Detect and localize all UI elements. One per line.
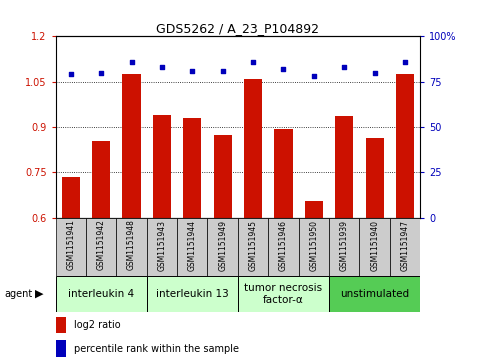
Text: interleukin 13: interleukin 13 (156, 289, 228, 299)
Bar (56, 317, 67, 333)
FancyBboxPatch shape (390, 218, 420, 276)
Bar (366, 138, 384, 218)
Bar (122, 74, 141, 218)
FancyBboxPatch shape (56, 218, 86, 276)
FancyBboxPatch shape (329, 276, 420, 312)
Text: unstimulated: unstimulated (340, 289, 409, 299)
Text: GSM1151950: GSM1151950 (309, 220, 318, 270)
Bar (396, 74, 414, 218)
Text: GSM1151948: GSM1151948 (127, 220, 136, 270)
Bar (274, 129, 293, 218)
FancyBboxPatch shape (147, 276, 238, 312)
Bar (62, 177, 80, 218)
Point (128, 59, 135, 65)
Point (219, 68, 227, 74)
FancyBboxPatch shape (208, 218, 238, 276)
Point (341, 64, 348, 70)
Text: GSM1151940: GSM1151940 (370, 220, 379, 270)
Text: interleukin 4: interleukin 4 (68, 289, 134, 299)
Text: tumor necrosis
factor-α: tumor necrosis factor-α (244, 283, 323, 305)
Text: percentile rank within the sample: percentile rank within the sample (74, 344, 239, 354)
FancyBboxPatch shape (238, 218, 268, 276)
FancyBboxPatch shape (116, 218, 147, 276)
Point (310, 73, 318, 79)
FancyBboxPatch shape (268, 218, 298, 276)
FancyBboxPatch shape (329, 218, 359, 276)
Bar (335, 117, 354, 218)
Text: GSM1151947: GSM1151947 (400, 220, 410, 270)
Text: GSM1151944: GSM1151944 (188, 220, 197, 270)
Text: agent: agent (5, 289, 33, 299)
Text: ▶: ▶ (35, 289, 43, 299)
Text: GSM1151939: GSM1151939 (340, 220, 349, 270)
Text: GSM1151941: GSM1151941 (66, 220, 75, 270)
FancyBboxPatch shape (147, 218, 177, 276)
Bar (183, 118, 201, 218)
Text: log2 ratio: log2 ratio (74, 321, 120, 330)
Bar (305, 201, 323, 218)
FancyBboxPatch shape (86, 218, 116, 276)
FancyBboxPatch shape (298, 218, 329, 276)
Point (401, 59, 409, 65)
FancyBboxPatch shape (56, 276, 147, 312)
Bar (92, 140, 110, 218)
Bar (56, 340, 67, 357)
FancyBboxPatch shape (359, 218, 390, 276)
Point (158, 64, 166, 70)
Point (371, 70, 379, 76)
Text: GSM1151946: GSM1151946 (279, 220, 288, 270)
Point (188, 68, 196, 74)
Point (67, 72, 74, 77)
Bar (244, 79, 262, 218)
Point (280, 66, 287, 72)
Title: GDS5262 / A_23_P104892: GDS5262 / A_23_P104892 (156, 22, 319, 35)
Text: GSM1151949: GSM1151949 (218, 220, 227, 270)
Point (97, 70, 105, 76)
Bar (153, 115, 171, 218)
FancyBboxPatch shape (238, 276, 329, 312)
FancyBboxPatch shape (177, 218, 208, 276)
Text: GSM1151945: GSM1151945 (249, 220, 257, 270)
Text: GSM1151943: GSM1151943 (157, 220, 167, 270)
Text: GSM1151942: GSM1151942 (97, 220, 106, 270)
Bar (213, 135, 232, 218)
Point (249, 59, 257, 65)
